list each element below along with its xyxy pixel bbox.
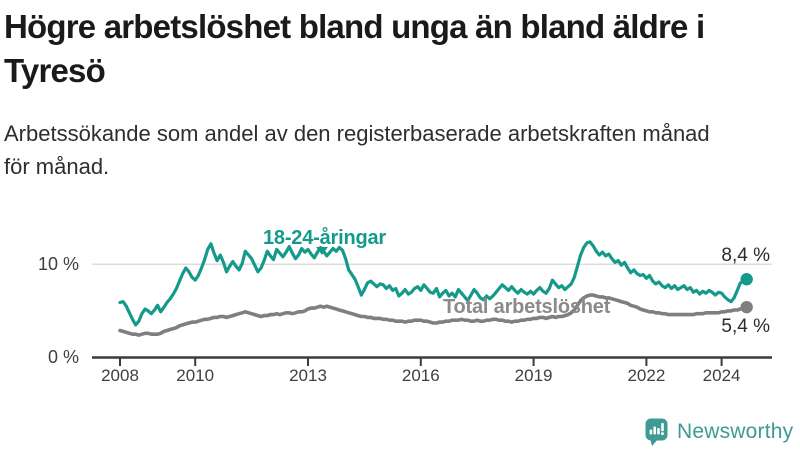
x-tick-label-2016: 2016	[401, 366, 440, 385]
line-total	[118, 293, 749, 337]
chart-subtitle-line1: Arbetssökande som andel av den registerb…	[4, 121, 710, 146]
series-label-young: 18-24-åringar	[263, 227, 387, 249]
x-tick-label-2022: 2022	[627, 366, 666, 385]
x-tick-label-2008: 2008	[101, 366, 139, 385]
x-tick-label-2024: 2024	[702, 366, 741, 385]
y-axis-tick-label-10: 10 %	[37, 254, 79, 274]
y-axis-tick-label-0: 0 %	[47, 347, 79, 367]
page-title-line2: Tyresö	[4, 52, 106, 89]
end-dot-young	[740, 273, 753, 286]
newsworthy-logo: Newsworthy	[645, 417, 793, 447]
chart-subtitle: Arbetssökande som andel av den registerb…	[4, 117, 798, 183]
x-tick-label-2019: 2019	[514, 366, 553, 385]
page-title-line1: Högre arbetslöshet bland unga än bland ä…	[4, 8, 705, 45]
end-dot-total	[740, 300, 753, 314]
brand-wordmark: Newsworthy	[677, 420, 794, 443]
arrow-down-icon	[316, 247, 328, 255]
newsworthy-bubble-chart-icon	[645, 418, 668, 446]
end-value-label-total: 5,4 %	[721, 316, 770, 337]
series-label-total: Total arbetslöshet	[443, 296, 611, 318]
x-tick-label-2013: 2013	[289, 366, 327, 385]
chart-subtitle-line2: för månad.	[4, 154, 110, 179]
x-tick-label-2010: 2010	[176, 366, 215, 385]
page-title: Högre arbetslöshet bland unga än bland ä…	[4, 5, 798, 93]
line-young	[118, 240, 749, 327]
end-value-label-young: 8,4 %	[721, 245, 770, 266]
